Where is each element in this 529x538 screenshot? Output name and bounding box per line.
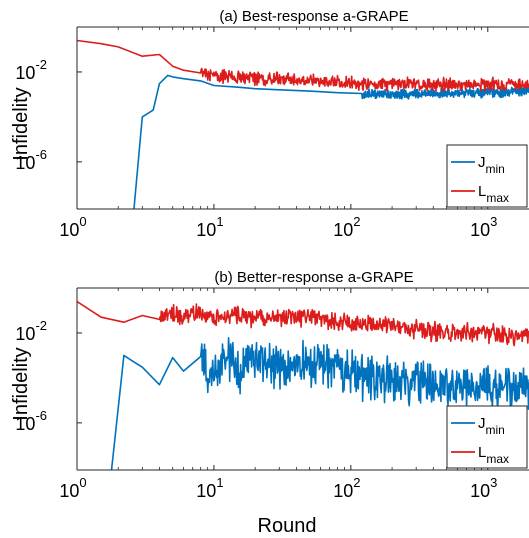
y-tick-label: 10-2 (15, 57, 47, 83)
x-tick-label: 100 (59, 475, 86, 501)
series-line-jmin (110, 337, 529, 470)
series-line-lmax (77, 300, 529, 347)
x-tick-label: 103 (470, 214, 497, 240)
panel-b: (b) Better-response a-GRAPE Infidelity R… (10, 269, 529, 537)
panel-b-title: (b) Better-response a-GRAPE (214, 269, 413, 286)
x-tick-label: 100 (59, 214, 86, 240)
x-tick-label: 101 (196, 214, 223, 240)
y-tick-label: 10-2 (15, 318, 47, 344)
x-tick-label: 101 (196, 475, 223, 501)
panel-a-series (77, 39, 529, 209)
legend-box (446, 144, 528, 208)
legend-box (446, 405, 528, 469)
panel-a-y-axis-label: Infidelity (10, 87, 32, 160)
x-tick-label: 103 (470, 475, 497, 501)
panel-a: (a) Best-response a-GRAPE Infidelity 100… (10, 8, 529, 240)
panel-a-axes (76, 26, 529, 210)
panel-b-x-axis-label: Round (258, 515, 317, 537)
panel-b-series (77, 300, 529, 470)
series-line-lmax (77, 39, 529, 93)
panel-b-y-axis-label: Infidelity (10, 347, 32, 420)
panel-b-axes (76, 287, 529, 471)
x-tick-label: 102 (333, 475, 360, 501)
panel-a-title: (a) Best-response a-GRAPE (219, 8, 408, 25)
series-line-jmin (133, 74, 529, 209)
x-tick-label: 102 (333, 214, 360, 240)
